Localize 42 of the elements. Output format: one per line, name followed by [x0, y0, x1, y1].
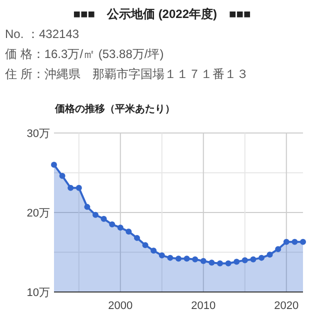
point — [76, 184, 82, 191]
x-tick-label: 2020 — [274, 300, 299, 312]
point — [117, 224, 124, 231]
point — [158, 252, 165, 258]
y-tick-label: 30万 — [26, 128, 50, 140]
point — [234, 258, 240, 265]
point — [292, 238, 298, 245]
chart-title: ■■■ 公示地価 (2022年度) ■■■ — [73, 7, 251, 21]
point — [192, 256, 198, 262]
point — [275, 246, 282, 252]
point — [100, 216, 107, 222]
point — [225, 260, 232, 266]
point — [109, 221, 116, 228]
point — [283, 238, 290, 245]
point — [258, 254, 264, 261]
y-tick-label: 10万 — [26, 287, 50, 299]
point — [242, 257, 248, 264]
text: 住 所：沖縄県 那覇市字国場１１７１番１３ — [4, 67, 248, 81]
point — [59, 172, 66, 179]
text: 価 格：16.3万/㎡ (53.88万/坪) — [5, 47, 164, 61]
point — [68, 184, 74, 191]
point — [208, 260, 215, 266]
point — [300, 238, 306, 245]
chart-subtitle: 価格の推移（平米あたり） — [54, 103, 175, 115]
x-tick-label: 2000 — [108, 300, 133, 312]
y-tick-label: 20万 — [26, 208, 50, 220]
point — [92, 212, 98, 218]
point — [51, 162, 57, 168]
point — [84, 204, 90, 210]
text: No. ：432143 — [5, 27, 80, 41]
point — [266, 252, 273, 258]
point — [184, 256, 190, 262]
point — [217, 260, 223, 266]
point — [167, 254, 174, 261]
point — [126, 228, 132, 235]
point — [134, 234, 140, 241]
point — [150, 248, 157, 254]
point — [200, 258, 206, 264]
point — [176, 256, 182, 262]
point — [142, 242, 148, 248]
point — [250, 256, 256, 262]
x-tick-label: 2010 — [191, 300, 216, 312]
